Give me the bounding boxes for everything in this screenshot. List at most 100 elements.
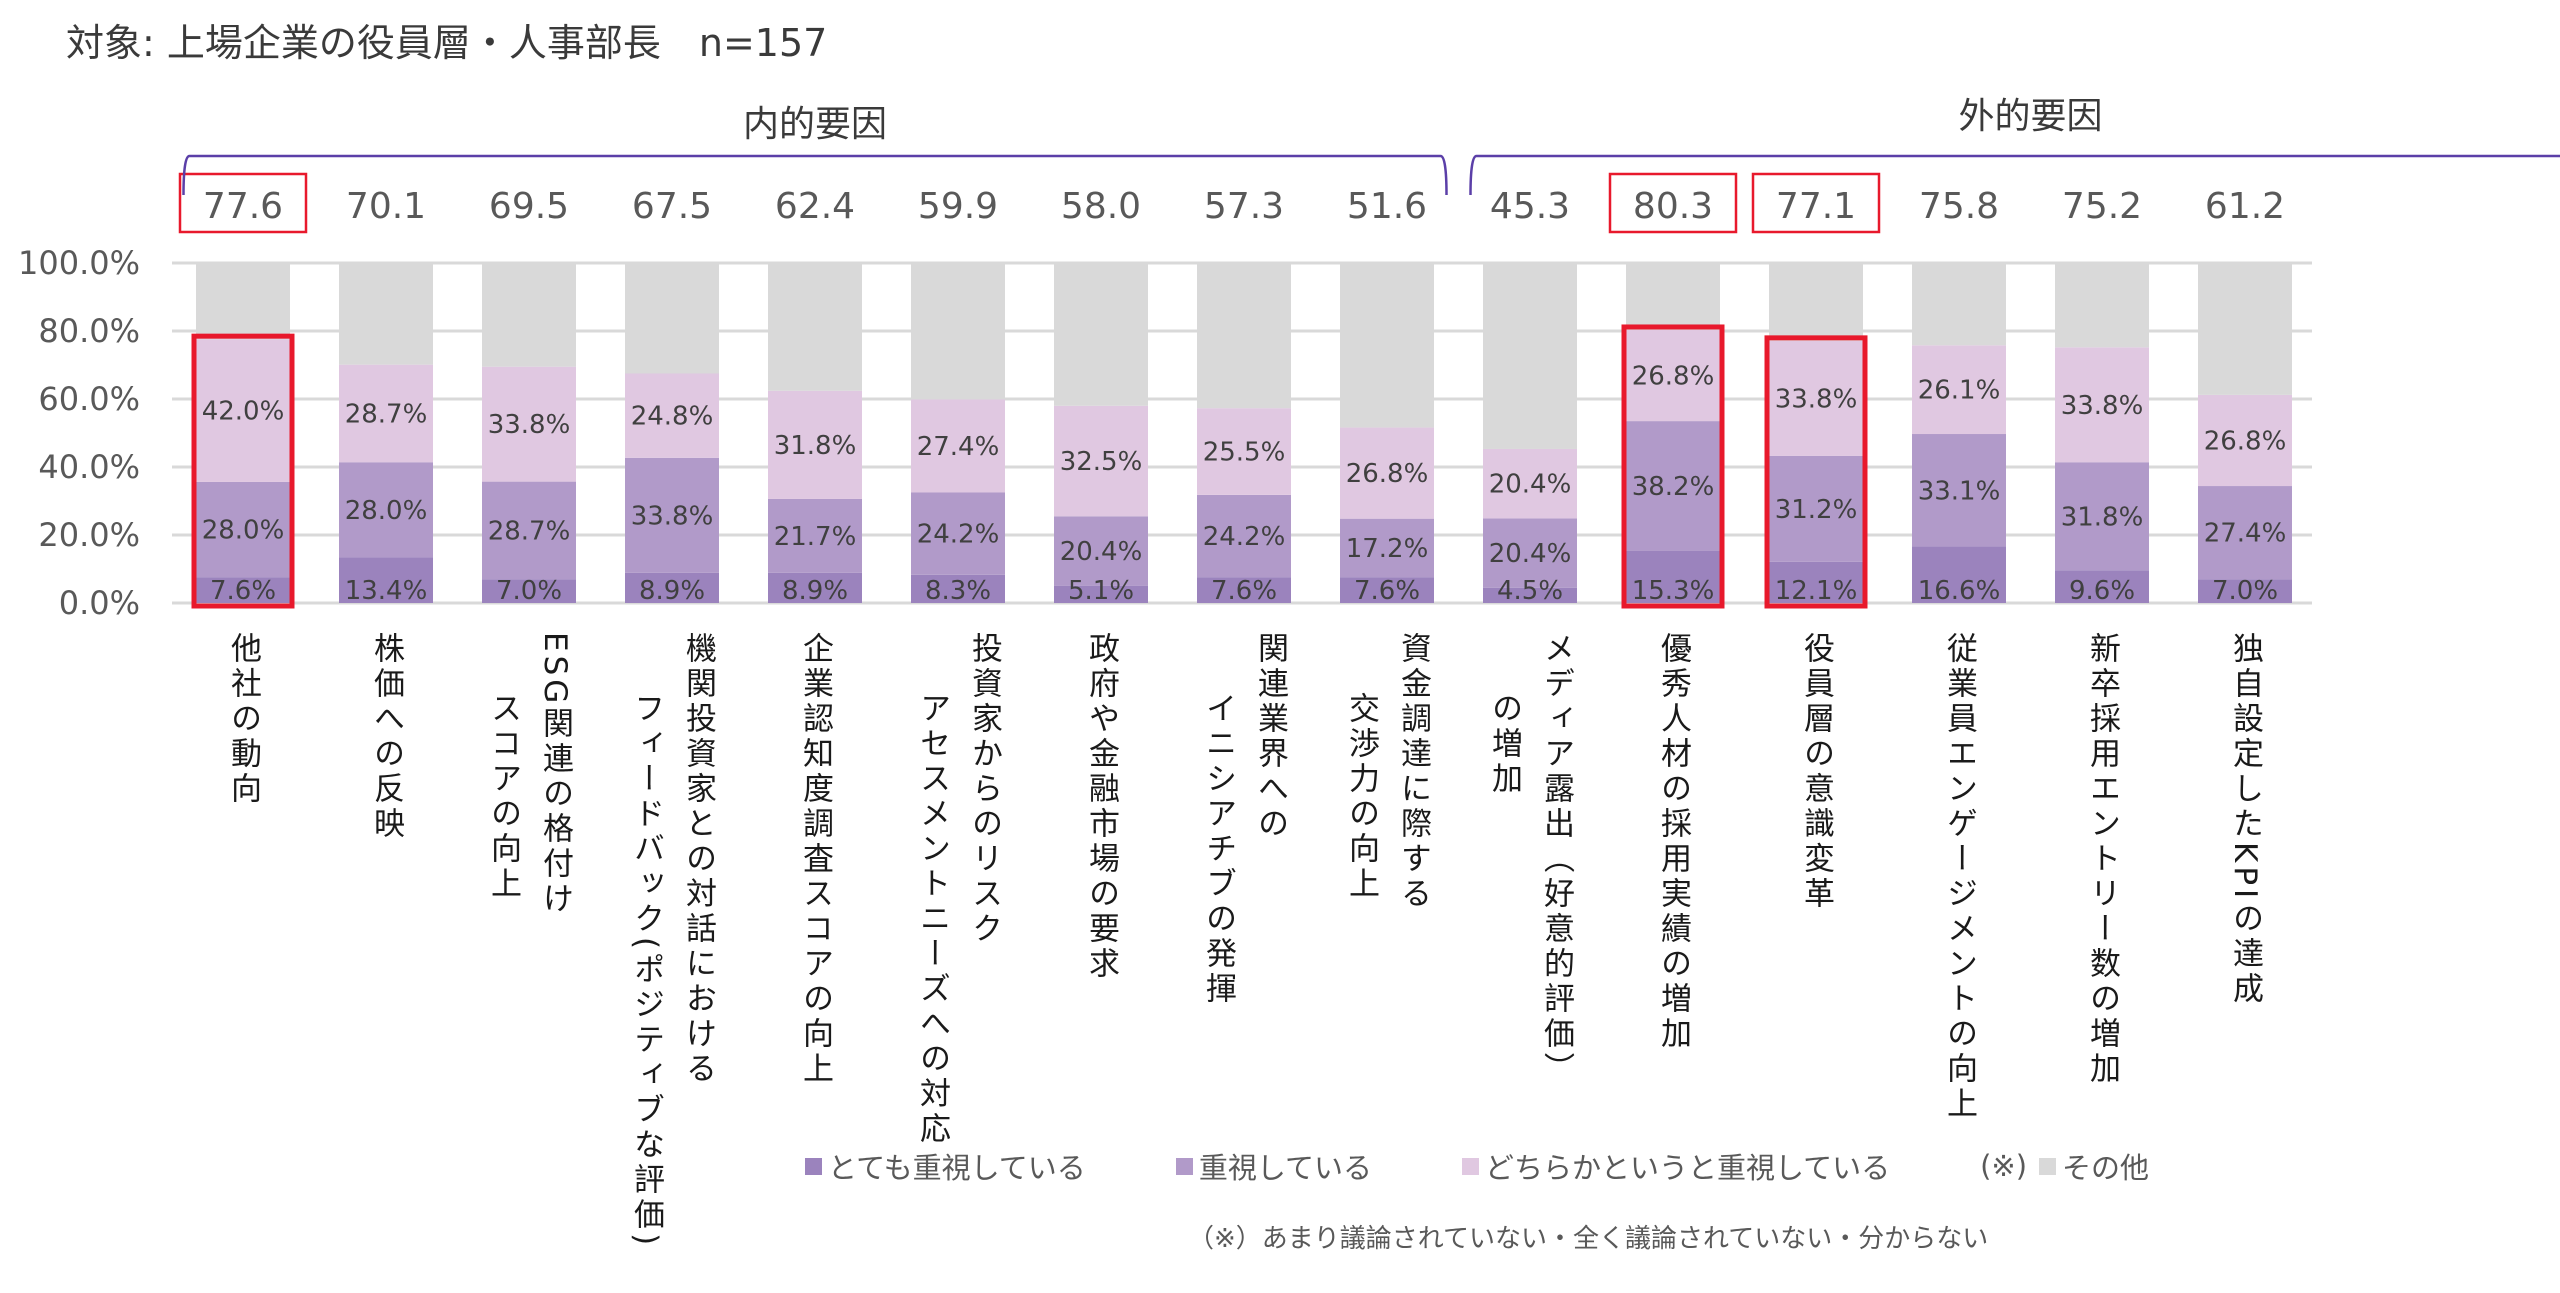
- segment-label: 33.8%: [2061, 391, 2144, 421]
- bar-segment: [1054, 516, 1148, 586]
- category-label-line: 交渉力の向上: [1343, 692, 1379, 902]
- category-label-line: 役員層の意識変革: [1798, 632, 1834, 912]
- segment-label: 20.4%: [1489, 470, 1572, 500]
- bar-segment: [1483, 263, 1577, 449]
- segment-labels: 7.6% 28.0% 42.0% 13.4% 28.0% 28.7% 7.0% 28.7% 33…: [202, 362, 2287, 606]
- segment-label: 24.2%: [917, 520, 1000, 550]
- segment-label: 31.8%: [2061, 502, 2144, 532]
- category-label: 新卒採用エントリー数の増加: [2076, 632, 2128, 1087]
- total-value: 69.5: [489, 186, 569, 227]
- category-label-line: ESG関連の格付け: [537, 632, 573, 918]
- segment-label: 38.2%: [1632, 472, 1715, 502]
- category-label-line: フィードバック(ポジティブな評価): [628, 692, 664, 1250]
- total-value: 80.3: [1633, 186, 1713, 227]
- bar-segment: [339, 462, 433, 558]
- segment-label: 33.8%: [1775, 384, 1858, 414]
- segment-label: 12.1%: [1775, 576, 1858, 606]
- segment-label: 28.7%: [488, 516, 571, 546]
- category-label-line: 政府や金融市場の要求: [1083, 632, 1119, 982]
- segment-label: 26.1%: [1918, 376, 2001, 406]
- bar-segment: [2198, 579, 2292, 603]
- category-label: 株価への反映: [360, 632, 412, 842]
- segment-label: 20.4%: [1060, 537, 1143, 567]
- legend: とても重視している 重視している どちらかというと重視している (※) その他: [805, 1145, 2149, 1187]
- legend-swatch: [1461, 1157, 1479, 1175]
- group-label: 内的要因: [743, 104, 887, 145]
- bar-segment: [768, 498, 862, 573]
- segment-label: 7.0%: [2212, 576, 2278, 606]
- bar-segment: [768, 572, 862, 603]
- segment-label: 17.2%: [1346, 534, 1429, 564]
- legend-item: どちらかというと重視している: [1461, 1145, 1890, 1187]
- bar-segment: [482, 579, 576, 603]
- bar-segment: [2055, 462, 2149, 571]
- total-value: 59.9: [918, 186, 998, 227]
- legend-note-marker: (※): [1980, 1149, 2028, 1183]
- group-bracket: [1469, 154, 2560, 196]
- bar-segment: [1340, 577, 1434, 603]
- category-label: 役員層の意識変革: [1790, 632, 1842, 912]
- category-label-line: イニシアチブの発揮: [1200, 692, 1236, 1007]
- category-label-line: 優秀人材の採用実績の増加: [1655, 632, 1691, 1052]
- category-label: メディア露出（好意的評価） の増加: [1478, 632, 1582, 1087]
- highlight-box: [191, 333, 295, 609]
- footnote: （※）あまり議論されていない・全く議論されていない・分からない: [1188, 1224, 1989, 1254]
- legend-item: とても重視している: [805, 1145, 1086, 1187]
- segment-label: 33.1%: [1918, 476, 2001, 506]
- category-label: 投資家からのリスク アセスメントニーズへの対応: [906, 632, 1010, 1147]
- segment-label: 33.8%: [488, 410, 571, 440]
- total-value: 51.6: [1347, 186, 1427, 227]
- total-value: 57.3: [1204, 186, 1284, 227]
- bar-segment: [625, 373, 719, 458]
- bar-segment: [1912, 546, 2006, 603]
- segment-label: 26.8%: [1346, 459, 1429, 489]
- group-brackets: 内的要因 外的要因: [182, 96, 2560, 196]
- category-label: 他社の動向: [217, 632, 269, 807]
- bars: [196, 263, 2292, 603]
- bar-segment: [2055, 347, 2149, 463]
- total-value: 75.8: [1919, 186, 1999, 227]
- bar-segment: [2198, 263, 2292, 395]
- bar-segment: [1769, 561, 1863, 603]
- bar-segment: [1054, 585, 1148, 603]
- category-label-line: 関連業界への: [1252, 632, 1288, 842]
- category-label-line: の増加: [1486, 692, 1522, 797]
- category-label-line: 独自設定したKPIの達成: [2227, 632, 2263, 1008]
- y-tick-label: 60.0%: [38, 380, 140, 418]
- chart-title: 対象: 上場企業の役員層・人事部長 n=157: [66, 21, 828, 65]
- bar-segment: [911, 574, 1005, 603]
- bar-segment: [1912, 345, 2006, 435]
- category-label-line: 機関投資家との対話における: [680, 632, 716, 1087]
- y-tick-label: 100.0%: [18, 244, 140, 282]
- segment-label: 27.4%: [2204, 519, 2287, 549]
- bar-segment: [2055, 263, 2149, 348]
- y-tick-label: 20.0%: [38, 516, 140, 554]
- category-label: 機関投資家との対話における フィードバック(ポジティブな評価): [620, 632, 724, 1249]
- bar-segment: [1197, 577, 1291, 603]
- highlight-box: [1621, 324, 1725, 609]
- legend-swatch: [2039, 1157, 2057, 1175]
- total-value: 61.2: [2205, 186, 2285, 227]
- segment-label: 13.4%: [345, 576, 428, 606]
- segment-label: 21.7%: [774, 522, 857, 552]
- segment-label: 28.0%: [345, 496, 428, 526]
- bar-segment: [1912, 263, 2006, 346]
- total-value: 62.4: [775, 186, 855, 227]
- bar-segment: [339, 364, 433, 463]
- bar-segment: [1626, 421, 1720, 551]
- total-highlight-box: [178, 172, 308, 234]
- bar-segment: [482, 366, 576, 482]
- bar-segment: [1340, 518, 1434, 578]
- bar-segment: [911, 263, 1005, 400]
- total-value: 58.0: [1061, 186, 1141, 227]
- legend-swatch: [1175, 1157, 1193, 1175]
- segment-label: 24.8%: [631, 402, 714, 432]
- category-label-line: 他社の動向: [225, 632, 261, 807]
- segment-label: 42.0%: [202, 397, 285, 427]
- segment-label: 28.7%: [345, 399, 428, 429]
- bar-segment: [1483, 587, 1577, 603]
- segment-label: 16.6%: [1918, 576, 2001, 606]
- bar-segment: [1912, 434, 2006, 547]
- bar-segment: [1197, 494, 1291, 578]
- y-tick-label: 40.0%: [38, 448, 140, 486]
